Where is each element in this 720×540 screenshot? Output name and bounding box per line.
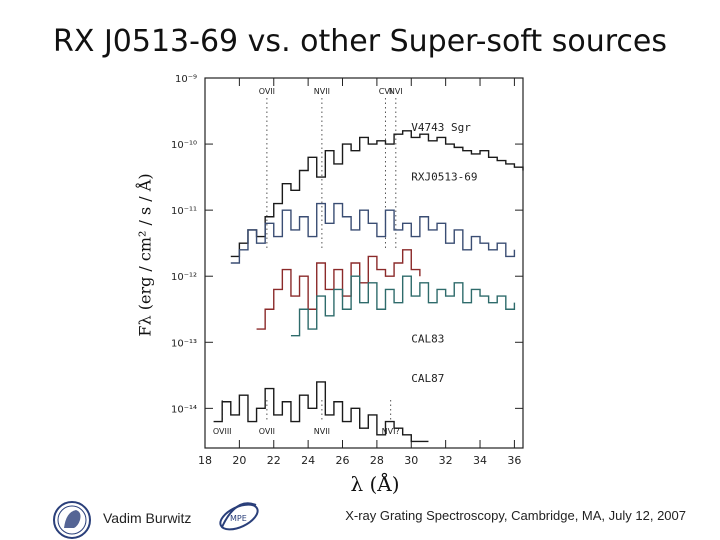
series-line xyxy=(230,202,516,264)
line-id-label: OVII xyxy=(259,87,275,96)
x-tick-label: 20 xyxy=(232,454,246,467)
y-axis-label: Fλ (erg / cm² / s / Å) xyxy=(135,173,155,337)
series-line xyxy=(290,275,516,337)
x-axis-label: λ (Å) xyxy=(350,472,400,496)
series-label: CAL83 xyxy=(411,332,444,345)
line-id-label: OVIII xyxy=(213,427,232,436)
mpe-logo: MPE xyxy=(219,502,259,531)
x-tick-label: 18 xyxy=(198,454,212,467)
y-tick-label: 10⁻¹² xyxy=(171,272,197,283)
footer-event: X-ray Grating Spectroscopy, Cambridge, M… xyxy=(345,508,686,523)
series-label: CAL87 xyxy=(411,372,444,385)
y-tick-label: 10⁻¹⁴ xyxy=(171,404,197,415)
x-tick-label: 24 xyxy=(301,454,315,467)
y-tick-label: 10⁻¹³ xyxy=(171,338,197,349)
line-id-label: NVI xyxy=(389,87,403,96)
line-id-label: NVII xyxy=(314,87,330,96)
footer-author: Vadim Burwitz xyxy=(103,510,192,526)
series-line xyxy=(213,381,429,443)
axis-ticks: 18 20 22 24 26 28 30 32 34 36 10⁻⁹ 10⁻¹⁰ 10⁻¹¹ 10⁻¹² 1… xyxy=(171,74,523,467)
line-id-label: NVII xyxy=(314,427,330,436)
x-tick-label: 28 xyxy=(370,454,384,467)
x-tick-label: 22 xyxy=(267,454,281,467)
y-tick-label: 10⁻¹⁰ xyxy=(171,140,197,151)
x-tick-label: 36 xyxy=(507,454,521,467)
spectra xyxy=(213,130,524,443)
line-id-label: CVI xyxy=(379,87,392,96)
line-id-label: NVI? xyxy=(382,427,400,436)
series-label: V4743 Sgr xyxy=(411,121,471,134)
plot-frame xyxy=(204,77,524,449)
slide-title: RX J0513-69 vs. other Super-soft sources xyxy=(53,24,667,59)
series-label: RXJ0513-69 xyxy=(411,170,477,183)
x-tick-label: 30 xyxy=(404,454,418,467)
series-line xyxy=(230,130,524,258)
x-tick-label: 34 xyxy=(473,454,487,467)
x-tick-label: 32 xyxy=(439,454,453,467)
svg-text:MPE: MPE xyxy=(230,514,247,523)
max-planck-minerva-logo xyxy=(53,501,91,539)
line-id-label: OVII xyxy=(259,427,275,436)
series-line xyxy=(256,249,421,330)
y-tick-label: 10⁻¹¹ xyxy=(171,206,197,217)
x-tick-label: 26 xyxy=(336,454,350,467)
series-labels: V4743 Sgr RXJ0513-69 CAL83 CAL87 xyxy=(411,121,477,385)
y-tick-label: 10⁻⁹ xyxy=(175,74,197,85)
